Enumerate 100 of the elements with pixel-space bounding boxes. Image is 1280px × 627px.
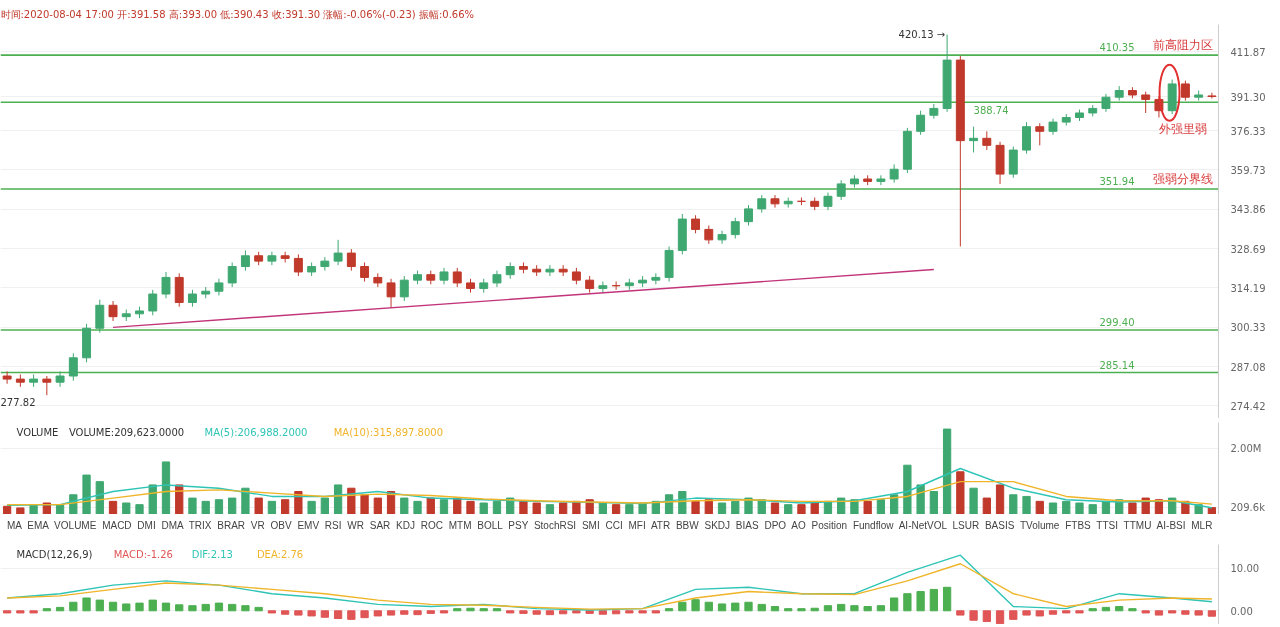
candlestick: [598, 281, 608, 294]
bar: [863, 500, 872, 514]
bar: [320, 497, 329, 514]
candlestick: [108, 300, 118, 322]
bar: [1009, 610, 1018, 620]
bar: [360, 610, 369, 619]
candlestick: [969, 126, 979, 153]
bar: [307, 500, 316, 514]
candlestick: [399, 275, 409, 302]
bar: [135, 602, 144, 612]
candlestick: [1022, 121, 1031, 155]
y-tick-label: 376.33: [1230, 125, 1266, 137]
y-tick-label: 359.73: [1230, 164, 1266, 176]
bar: [664, 608, 674, 612]
bar: [850, 605, 859, 612]
bar: [281, 499, 290, 514]
bar: [175, 604, 184, 612]
bar: [400, 497, 409, 514]
candlestick: [386, 278, 396, 309]
bar: [797, 608, 806, 612]
bar: [916, 591, 925, 612]
bar: [942, 586, 952, 612]
bar: [559, 502, 568, 514]
annotation: 前高阻力区: [1152, 38, 1213, 53]
bar: [691, 500, 700, 514]
bar: [585, 610, 594, 614]
bar: [413, 610, 422, 616]
bar: [122, 502, 131, 514]
bar: [651, 610, 660, 614]
bar: [731, 602, 740, 612]
bar: [439, 610, 449, 614]
bar: [969, 487, 978, 514]
bar: [2, 505, 12, 514]
bar: [598, 610, 608, 615]
bar: [373, 610, 382, 617]
y-tick-label: 274.42: [1230, 400, 1266, 412]
bar: [1181, 610, 1190, 615]
bar: [479, 608, 488, 612]
bar: [108, 500, 118, 514]
bar: [810, 607, 819, 612]
candlestick: [2, 370, 12, 385]
bar: [532, 610, 541, 615]
bar: [969, 610, 978, 621]
bar: [466, 500, 475, 514]
candlestick: [1180, 80, 1190, 102]
y-tick-label: 328.69: [1230, 243, 1266, 255]
bar: [281, 610, 290, 615]
y-tick-label: 343.86: [1230, 204, 1266, 216]
bar: [956, 610, 965, 616]
candlestick: [346, 248, 356, 272]
bar: [82, 597, 91, 612]
bar: [347, 610, 356, 620]
candlestick: [95, 299, 105, 334]
candlestick: [55, 370, 65, 388]
bar: [995, 610, 1005, 624]
text: MA EMA VOLUME MACD DMI DMA TRIX BRAR VR OBV EMV RSI WR SAR KDJ ROC MTM BOLL PSY StochRSI SMI CCI MFI ATR BBW SKDJ BIAS DPO AO Position Fundflow AI-NetVOL LSUR BASIS TVolume FTBS TTSI TTMU AI-BSI MLR: [7, 519, 1213, 533]
bar: [982, 497, 991, 514]
bar: [837, 603, 846, 612]
bar: [1154, 610, 1164, 616]
bar: [929, 491, 938, 514]
bar: [453, 608, 462, 612]
candlestick: [770, 194, 780, 209]
bar: [704, 499, 713, 514]
annotation: 强弱分界线: [1152, 171, 1213, 186]
y-tick-label: 300.33: [1230, 322, 1266, 334]
bar: [678, 601, 687, 612]
bar: [611, 610, 621, 615]
bar: [638, 502, 647, 514]
bar: [545, 504, 555, 514]
bar: [241, 605, 250, 612]
bar: [1194, 610, 1203, 616]
bar: [942, 428, 952, 514]
bar: [1088, 608, 1097, 612]
bar: [254, 497, 263, 514]
candlestick: [1207, 92, 1217, 99]
bar: [532, 502, 541, 514]
annotation: 外强里弱: [1158, 122, 1207, 137]
bar: [1128, 502, 1137, 514]
line-series: [6, 563, 1213, 610]
candlestick: [730, 217, 740, 240]
bar: [1168, 497, 1177, 514]
line-series: [6, 480, 1213, 506]
bar: [625, 610, 634, 614]
bar: [559, 610, 568, 615]
bar: [307, 610, 316, 617]
bar: [625, 504, 634, 514]
bar: [333, 610, 343, 620]
text: DIF:2.13: [191, 548, 233, 560]
y-tick-label: 391.30: [1230, 91, 1266, 103]
bar: [823, 605, 833, 612]
y-tick-label: 0.00: [1230, 605, 1253, 617]
candlestick: [68, 352, 78, 382]
bar: [426, 610, 435, 614]
candlestick: [452, 267, 462, 288]
bar: [1062, 500, 1071, 514]
candlestick: [360, 261, 370, 283]
bar: [1022, 495, 1031, 514]
bar: [426, 497, 435, 514]
bar: [228, 603, 237, 612]
bar: [214, 499, 224, 514]
